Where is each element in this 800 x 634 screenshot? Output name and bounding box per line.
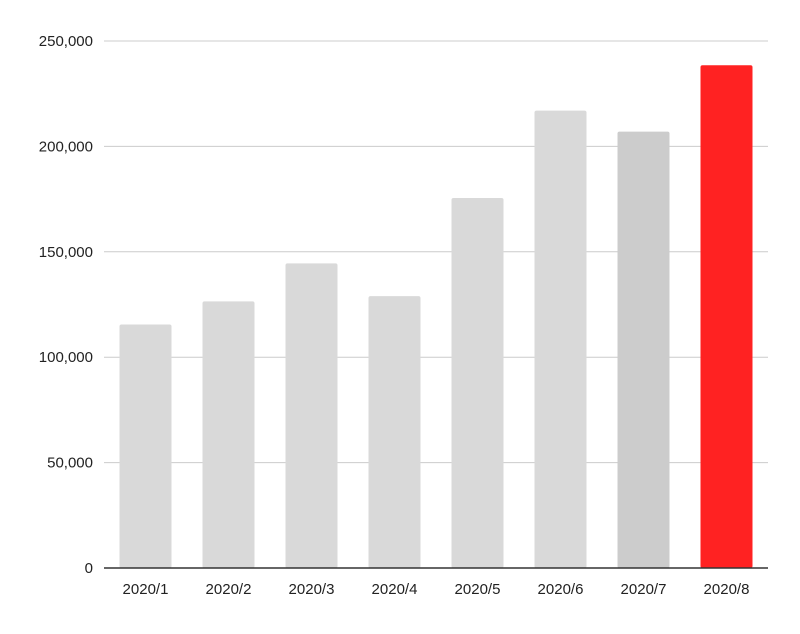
- x-tick-label: 2020/1: [123, 581, 169, 598]
- y-tick-label: 50,000: [47, 455, 93, 472]
- bar: [368, 296, 421, 568]
- x-tick-labels: 2020/1 2020/2 2020/3 2020/4 2020/5 2020/6 2020…: [123, 581, 750, 598]
- y-tick-label: 200,000: [39, 138, 93, 155]
- bar: [285, 263, 338, 568]
- bar: [202, 301, 255, 568]
- bars: [119, 65, 753, 569]
- x-tick-label: 2020/8: [704, 581, 750, 598]
- bar: [534, 110, 587, 569]
- y-tick-label: 150,000: [39, 244, 93, 261]
- x-tick-label: 2020/6: [538, 581, 584, 598]
- x-tick-label: 2020/7: [621, 581, 667, 598]
- y-tick-label: 0: [85, 560, 93, 577]
- bar: [119, 324, 172, 568]
- x-tick-label: 2020/4: [372, 581, 418, 598]
- x-tick-label: 2020/2: [206, 581, 252, 598]
- y-tick-label: 250,000: [39, 33, 93, 50]
- x-tick-label: 2020/3: [289, 581, 335, 598]
- y-tick-label: 100,000: [39, 349, 93, 366]
- y-tick-labels: 0 50,000 100,000 150,000 200,000 250,000: [39, 33, 93, 577]
- bar: [617, 131, 670, 569]
- x-tick-label: 2020/5: [455, 581, 501, 598]
- bar: [451, 198, 504, 568]
- bar: [700, 65, 753, 568]
